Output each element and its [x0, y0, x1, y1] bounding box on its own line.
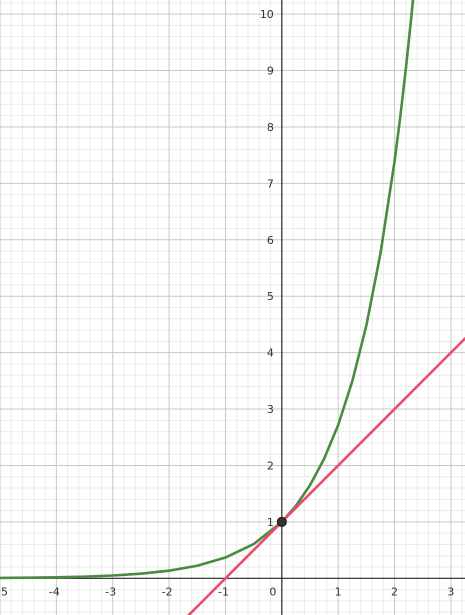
x-tick-labels: 5 -4 -3 -2 -1 0 1 2 3	[1, 585, 454, 598]
y-tick-labels: 1 2 3 4 5 6 7 8 9 10	[260, 8, 274, 529]
series-line-1[interactable]	[0, 0, 415, 580]
y-tick-label: 10	[260, 8, 274, 21]
y-tick-label: 2	[267, 459, 274, 472]
x-tick-label: 2	[391, 585, 398, 598]
x-tick-label: -4	[49, 585, 60, 598]
y-tick-label: 5	[267, 290, 274, 303]
x-tick-label: -1	[218, 585, 229, 598]
x-tick-label: -3	[105, 585, 116, 598]
y-tick-label: 4	[267, 347, 274, 360]
y-tick-label: 1	[267, 516, 274, 529]
x-tick-label: 0	[269, 585, 276, 598]
x-tick-label: 1	[335, 585, 342, 598]
y-tick-label: 6	[267, 234, 274, 247]
y-tick-label: 8	[267, 121, 274, 134]
y-tick-label: 7	[267, 177, 274, 190]
points-layer	[276, 516, 287, 527]
y-tick-label: 3	[267, 403, 274, 416]
x-tick-label: -2	[162, 585, 173, 598]
x-tick-label: 5	[1, 585, 8, 598]
x-tick-label: 3	[447, 585, 454, 598]
series-line-2[interactable]	[186, 337, 465, 615]
y-tick-label: 9	[267, 65, 274, 78]
data-point[interactable]	[276, 516, 287, 527]
